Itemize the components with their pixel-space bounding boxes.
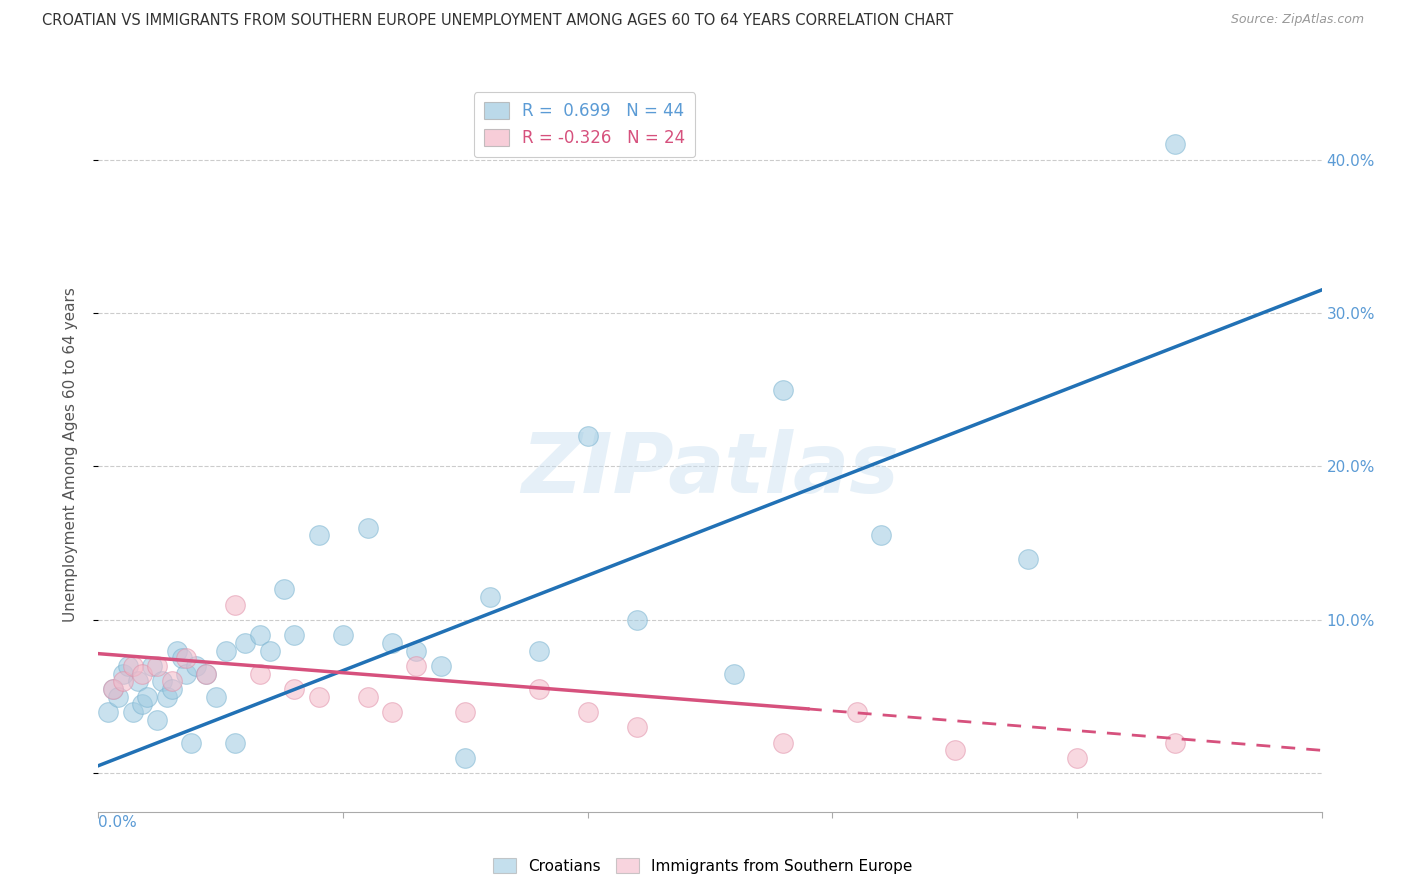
Point	[224, 736, 246, 750]
Point	[150, 674, 173, 689]
Point	[233, 636, 256, 650]
Point	[107, 690, 129, 704]
Point	[121, 659, 143, 673]
Point	[121, 705, 143, 719]
Point	[626, 613, 648, 627]
Point	[308, 690, 330, 704]
Point	[723, 666, 745, 681]
Point	[131, 666, 153, 681]
Point	[454, 751, 477, 765]
Point	[195, 666, 218, 681]
Point	[356, 690, 378, 704]
Point	[205, 690, 228, 704]
Point	[405, 643, 427, 657]
Point	[381, 705, 404, 719]
Point	[166, 643, 188, 657]
Point	[117, 659, 139, 673]
Point	[195, 666, 218, 681]
Text: CROATIAN VS IMMIGRANTS FROM SOUTHERN EUROPE UNEMPLOYMENT AMONG AGES 60 TO 64 YEA: CROATIAN VS IMMIGRANTS FROM SOUTHERN EUR…	[42, 13, 953, 29]
Legend: R =  0.699   N = 44, R = -0.326   N = 24: R = 0.699 N = 44, R = -0.326 N = 24	[474, 92, 695, 157]
Point	[356, 521, 378, 535]
Point	[381, 636, 404, 650]
Point	[430, 659, 453, 673]
Point	[1164, 736, 1187, 750]
Point	[1066, 751, 1088, 765]
Point	[160, 674, 183, 689]
Point	[111, 674, 134, 689]
Point	[283, 628, 305, 642]
Point	[772, 736, 794, 750]
Point	[249, 628, 271, 642]
Point	[1164, 137, 1187, 152]
Point	[772, 383, 794, 397]
Point	[170, 651, 193, 665]
Point	[1017, 551, 1039, 566]
Point	[870, 528, 893, 542]
Point	[259, 643, 281, 657]
Point	[943, 743, 966, 757]
Point	[101, 681, 124, 696]
Point	[146, 713, 169, 727]
Point	[176, 666, 198, 681]
Point	[176, 651, 198, 665]
Point	[283, 681, 305, 696]
Point	[101, 681, 124, 696]
Point	[576, 705, 599, 719]
Point	[527, 643, 550, 657]
Point	[131, 698, 153, 712]
Point	[405, 659, 427, 673]
Point	[626, 720, 648, 734]
Point	[146, 659, 169, 673]
Point	[576, 428, 599, 442]
Point	[127, 674, 149, 689]
Point	[111, 666, 134, 681]
Legend: Croatians, Immigrants from Southern Europe: Croatians, Immigrants from Southern Euro…	[486, 852, 920, 880]
Point	[308, 528, 330, 542]
Point	[273, 582, 295, 597]
Point	[136, 690, 159, 704]
Point	[186, 659, 208, 673]
Point	[332, 628, 354, 642]
Text: Source: ZipAtlas.com: Source: ZipAtlas.com	[1230, 13, 1364, 27]
Y-axis label: Unemployment Among Ages 60 to 64 years: Unemployment Among Ages 60 to 64 years	[63, 287, 77, 623]
Point	[249, 666, 271, 681]
Point	[224, 598, 246, 612]
Point	[180, 736, 202, 750]
Point	[478, 590, 501, 604]
Point	[214, 643, 236, 657]
Point	[527, 681, 550, 696]
Point	[160, 681, 183, 696]
Text: 0.0%: 0.0%	[98, 815, 138, 830]
Point	[97, 705, 120, 719]
Point	[845, 705, 868, 719]
Point	[141, 659, 163, 673]
Point	[156, 690, 179, 704]
Text: ZIPatlas: ZIPatlas	[522, 429, 898, 509]
Point	[454, 705, 477, 719]
